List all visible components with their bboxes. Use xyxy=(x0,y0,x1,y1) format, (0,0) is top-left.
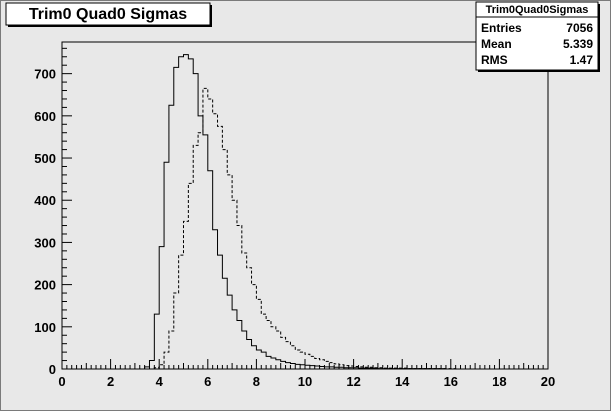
x-axis: 0 2 4 6 8 10 12 14 16 18 20 xyxy=(58,359,555,389)
x-tick-label: 18 xyxy=(492,374,506,389)
x-tick-label: 20 xyxy=(541,374,555,389)
stats-entries-value: 7056 xyxy=(566,21,593,35)
x-tick-label: 12 xyxy=(346,374,360,389)
chart-title: Trim0 Quad0 Sigmas xyxy=(29,6,187,23)
y-tick-label: 400 xyxy=(34,193,56,208)
stats-mean-value: 5.339 xyxy=(563,37,593,51)
x-tick-label: 16 xyxy=(444,374,458,389)
x-tick-label: 14 xyxy=(395,374,410,389)
y-tick-label: 600 xyxy=(34,109,56,124)
x-tick-label: 6 xyxy=(204,374,211,389)
title-box: Trim0 Quad0 Sigmas xyxy=(5,2,212,27)
y-axis: 0 100 200 300 400 500 600 700 xyxy=(34,47,72,377)
dashed-histogram-series xyxy=(153,87,466,370)
stats-box: Trim0Quad0Sigmas Entries 7056 Mean 5.339… xyxy=(475,1,600,72)
series-layer xyxy=(144,54,466,370)
y-tick-label: 200 xyxy=(34,278,56,293)
plot-area xyxy=(61,41,549,370)
stats-mean-label: Mean xyxy=(481,37,512,51)
stats-rms-label: RMS xyxy=(481,53,508,67)
x-tick-label: 0 xyxy=(58,374,65,389)
y-tick-label: 300 xyxy=(34,235,56,250)
x-tick-label: 4 xyxy=(156,374,164,389)
y-tick-label: 0 xyxy=(49,362,56,377)
stats-rms-value: 1.47 xyxy=(570,53,594,67)
x-tick-label: 10 xyxy=(298,374,312,389)
x-tick-label: 8 xyxy=(253,374,260,389)
solid-histogram-series xyxy=(144,54,461,370)
stats-entries-label: Entries xyxy=(481,21,522,35)
y-tick-label: 500 xyxy=(34,151,56,166)
y-tick-label: 100 xyxy=(34,320,56,335)
x-tick-label: 2 xyxy=(107,374,114,389)
y-tick-label: 700 xyxy=(34,67,56,82)
stats-box-name: Trim0Quad0Sigmas xyxy=(486,4,589,16)
